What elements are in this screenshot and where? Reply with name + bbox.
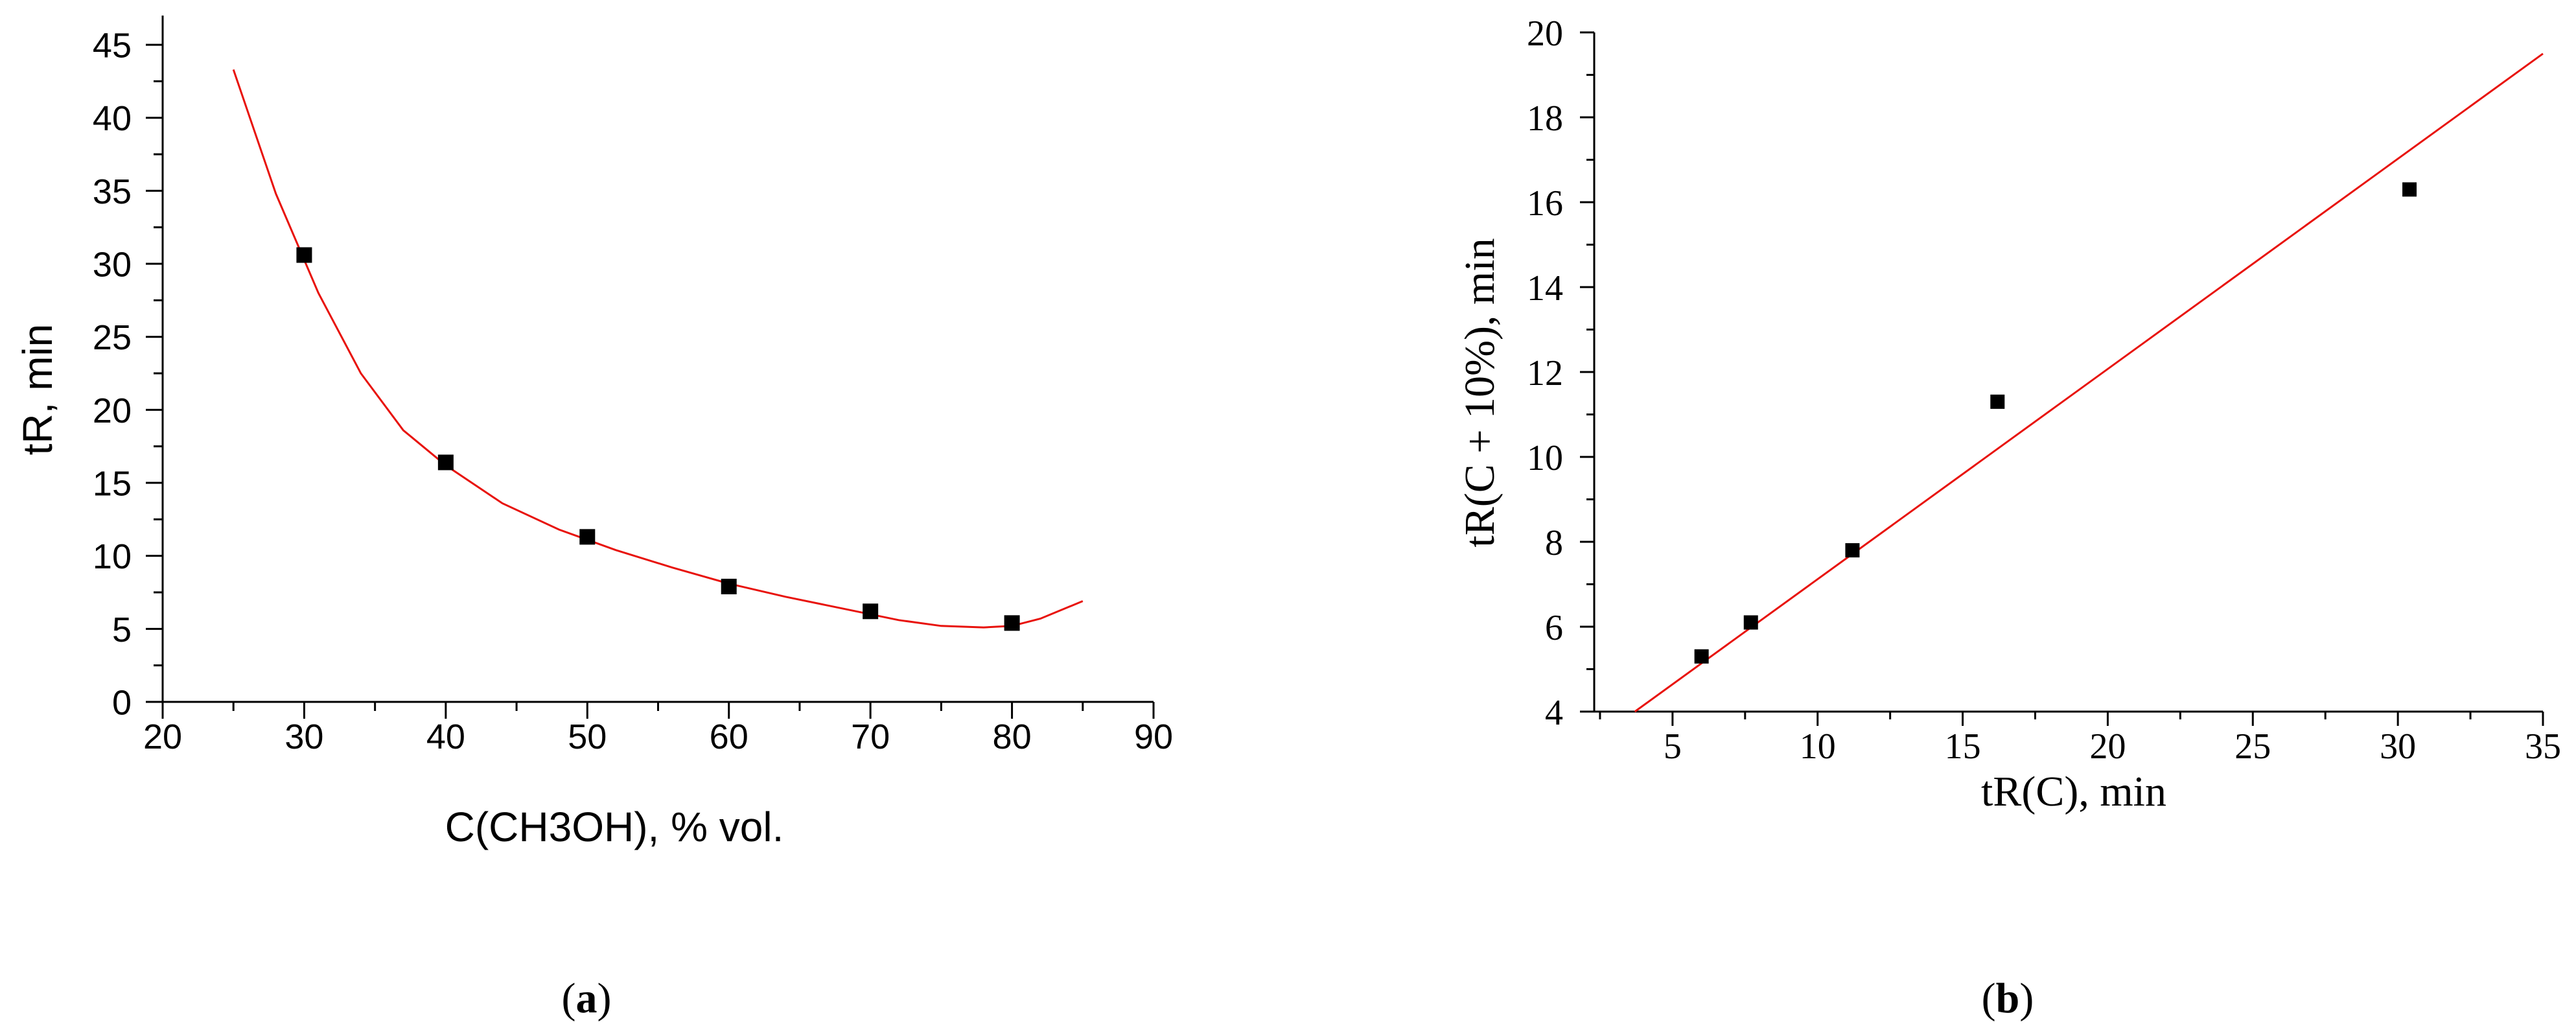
- panel-label-a-close: ): [598, 975, 612, 1022]
- y-axis-label-b: tR(C + 10%), min: [1456, 238, 1503, 547]
- y-tick-label-a: 0: [112, 683, 132, 722]
- data-point-a: [863, 603, 879, 620]
- y-tick-label-b: 18: [1527, 99, 1563, 139]
- x-tick-label-a: 40: [426, 717, 465, 756]
- x-tick-label-b: 25: [2234, 727, 2271, 767]
- data-point-a: [721, 578, 737, 594]
- panel-label-a-letter: a: [576, 975, 598, 1022]
- y-tick-label-a: 35: [93, 172, 132, 211]
- y-axis-label-a: tR, min: [14, 324, 61, 456]
- x-tick-label-a: 50: [568, 717, 607, 756]
- y-tick-label-a: 25: [93, 318, 132, 357]
- x-tick-label-a: 60: [710, 717, 748, 756]
- y-tick-label-a: 45: [93, 27, 132, 65]
- y-tick-label-a: 15: [93, 464, 132, 503]
- data-point-b: [1694, 649, 1709, 664]
- panel-label-b-letter: b: [1996, 975, 2020, 1022]
- y-tick-label-a: 5: [112, 611, 132, 649]
- x-tick-label-b: 15: [1945, 727, 1981, 767]
- x-tick-label-a: 80: [993, 717, 1032, 756]
- data-point-a: [437, 454, 454, 471]
- panel-label-b-open: (: [1982, 975, 1996, 1022]
- y-tick-label-b: 6: [1545, 608, 1563, 648]
- x-tick-label-b: 20: [2089, 727, 2126, 767]
- data-point-a: [296, 247, 312, 263]
- panel-label-a-open: (: [562, 975, 576, 1022]
- data-point-b: [1990, 394, 2005, 409]
- panel-label-a: (a): [562, 975, 612, 1022]
- y-tick-label-b: 10: [1527, 438, 1563, 478]
- x-tick-label-b: 35: [2525, 727, 2561, 767]
- x-tick-label-a: 70: [851, 717, 890, 756]
- y-tick-label-a: 30: [93, 245, 132, 284]
- fit-curve-b: [1634, 52, 2544, 713]
- data-point-a: [1004, 615, 1020, 631]
- x-tick-label-b: 5: [1664, 727, 1682, 767]
- x-tick-label-a: 30: [284, 717, 323, 756]
- x-axis-label-b: tR(C), min: [1981, 768, 2166, 815]
- data-point-b: [1845, 543, 1860, 558]
- x-tick-label-b: 30: [2380, 727, 2416, 767]
- x-axis-label-a: C(CH3OH), % vol.: [445, 804, 784, 850]
- panel-label-b: (b): [1982, 975, 2034, 1022]
- chart-panel-a: 20 30 40 50 60 70 80 90 0 5 10 15 20 25 30 35 40 45 C(CH3…: [14, 16, 1173, 1022]
- y-tick-label-b: 12: [1527, 353, 1563, 393]
- y-tick-label-a: 20: [93, 391, 132, 430]
- panel-label-b-close: ): [2019, 975, 2034, 1022]
- plot-area-a: 20 30 40 50 60 70 80 90 0 5 10 15 20 25 30 35 40 45: [93, 16, 1173, 756]
- y-tick-label-a: 10: [93, 537, 132, 576]
- x-tick-label-b: 10: [1800, 727, 1836, 767]
- y-tick-label-b: 14: [1527, 268, 1563, 308]
- y-tick-label-b: 20: [1527, 14, 1563, 54]
- y-tick-label-b: 8: [1545, 523, 1563, 563]
- data-point-b: [2402, 182, 2417, 197]
- x-tick-label-a: 20: [143, 717, 182, 756]
- fit-curve-a: [232, 69, 1084, 629]
- y-tick-label-b: 4: [1545, 693, 1563, 733]
- y-tick-label-a: 40: [93, 99, 132, 138]
- data-point-b: [1743, 615, 1758, 630]
- x-tick-label-a: 90: [1134, 717, 1173, 756]
- plot-area-b: 5 10 15 20 25 30 35 4 6 8 10 12 14 16 18 20: [1527, 14, 2561, 767]
- data-point-a: [579, 529, 596, 545]
- y-tick-label-b: 16: [1527, 183, 1563, 224]
